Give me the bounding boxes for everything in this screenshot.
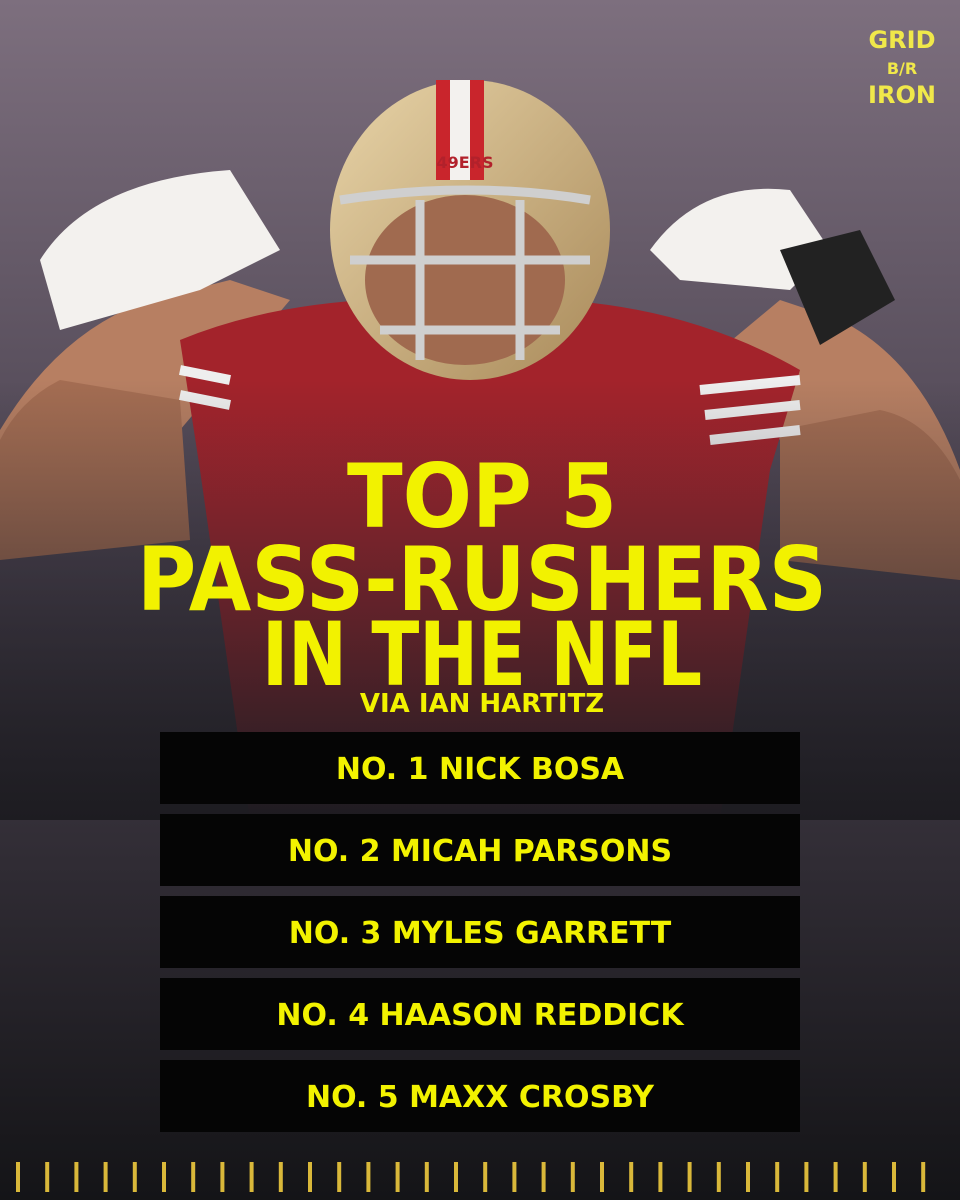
title-line: TOP 5 <box>347 445 617 548</box>
yard-marker <box>162 1162 166 1192</box>
list-row <box>160 896 800 968</box>
yard-marker <box>921 1162 926 1192</box>
title-line: PASS-RUSHERS <box>137 528 827 631</box>
subtitle: VIA IAN HARTITZ <box>360 689 604 719</box>
yard-marker <box>337 1162 342 1192</box>
logo-text: B/R <box>887 59 917 78</box>
left-glove <box>40 170 280 330</box>
yard-marker <box>862 1162 867 1192</box>
yard-marker <box>892 1162 896 1192</box>
yard-marker <box>775 1162 780 1192</box>
yard-marker <box>16 1162 20 1192</box>
list-row <box>160 1060 800 1132</box>
ranking-list: NO. 1 NICK BOSA NO. 2 MICAH PARSONS NO. 3 … <box>160 732 800 1132</box>
list-row <box>160 978 800 1050</box>
yard-marker <box>512 1162 517 1192</box>
logo-text: IRON <box>868 81 936 109</box>
list-item: NO. 1 NICK BOSA <box>336 752 625 787</box>
list-item: NO. 2 MICAH PARSONS <box>288 834 672 869</box>
logo-text: GRID <box>868 26 935 54</box>
title-line: IN THE NFL <box>262 603 702 706</box>
yard-marker <box>308 1162 312 1192</box>
list-item: NO. 5 MAXX CROSBY <box>306 1080 655 1115</box>
yard-markers <box>16 1162 926 1192</box>
list-row <box>160 814 800 886</box>
yard-marker <box>716 1162 721 1192</box>
face <box>365 195 565 365</box>
list-row <box>160 732 800 804</box>
yard-marker <box>74 1162 79 1192</box>
facemask <box>339 185 591 360</box>
yard-marker <box>658 1162 663 1192</box>
yard-marker <box>833 1162 838 1192</box>
yard-marker <box>278 1162 283 1192</box>
yard-marker <box>395 1162 400 1192</box>
yard-marker <box>45 1162 50 1192</box>
yard-marker <box>249 1162 254 1192</box>
yard-marker <box>687 1162 692 1192</box>
yard-marker <box>570 1162 575 1192</box>
yard-marker <box>746 1162 750 1192</box>
list-item: NO. 3 MYLES GARRETT <box>289 916 672 951</box>
yard-marker <box>103 1162 108 1192</box>
yard-marker <box>424 1162 429 1192</box>
list-item: NO. 4 HAASON REDDICK <box>276 998 685 1033</box>
logo: GRID B/R IRON <box>868 26 936 109</box>
yard-marker <box>483 1162 488 1192</box>
yard-marker <box>541 1162 546 1192</box>
yard-marker <box>132 1162 137 1192</box>
wristband <box>780 230 895 345</box>
yard-marker <box>191 1162 196 1192</box>
yard-marker <box>629 1162 634 1192</box>
yard-marker <box>600 1162 604 1192</box>
yard-marker <box>366 1162 371 1192</box>
helmet-text: 49ERS <box>436 153 493 172</box>
yard-marker <box>804 1162 809 1192</box>
right-glove <box>650 188 830 290</box>
helmet-stripe <box>450 80 470 180</box>
yard-marker <box>220 1162 225 1192</box>
yard-marker <box>454 1162 458 1192</box>
